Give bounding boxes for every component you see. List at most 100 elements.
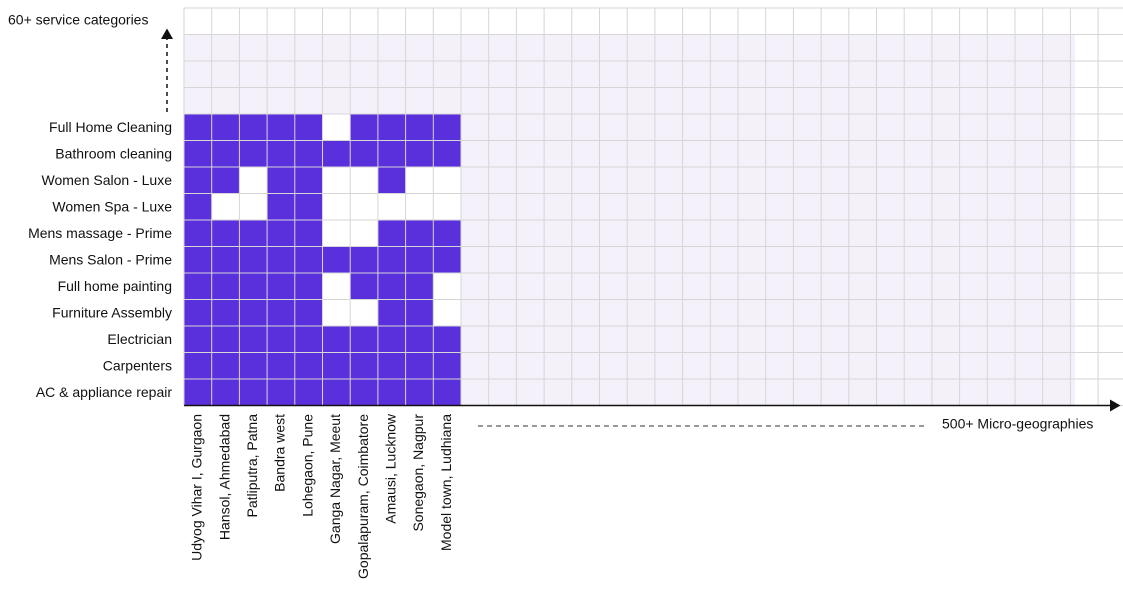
cell <box>294 273 323 300</box>
cell <box>294 167 323 194</box>
x-tick-label: Sonegaon, Nagpur <box>410 414 426 532</box>
y-tick-label: Women Spa - Luxe <box>52 198 172 214</box>
cell <box>267 140 295 167</box>
x-tick-label: Gopalapuram, Coimbatore <box>355 414 371 579</box>
cell <box>377 220 406 247</box>
cell <box>211 299 240 326</box>
cell <box>184 352 212 379</box>
cell <box>350 379 378 406</box>
cell <box>322 193 351 220</box>
cell <box>350 352 378 379</box>
cell <box>405 167 434 194</box>
cell <box>377 352 406 379</box>
cell <box>239 326 268 353</box>
cell <box>322 379 351 406</box>
cell <box>294 220 323 247</box>
cell <box>239 167 268 194</box>
cell <box>322 326 351 353</box>
cell <box>184 140 212 167</box>
cell <box>322 167 351 194</box>
cell <box>239 220 268 247</box>
cell <box>377 114 406 141</box>
cell <box>211 140 240 167</box>
cell <box>267 114 295 141</box>
cell <box>350 326 378 353</box>
x-tick-label: Amausi, Lucknow <box>382 413 398 524</box>
cell <box>294 114 323 141</box>
cell <box>405 299 434 326</box>
y-axis-label: 60+ service categories <box>8 12 148 28</box>
cell <box>405 326 434 353</box>
cell <box>377 379 406 406</box>
cell <box>405 220 434 247</box>
cell <box>267 299 295 326</box>
cell <box>211 167 240 194</box>
cell <box>267 193 295 220</box>
cell <box>294 193 323 220</box>
cell <box>433 299 461 326</box>
cell <box>267 273 295 300</box>
cell <box>211 193 240 220</box>
cell <box>433 273 461 300</box>
cell <box>405 140 434 167</box>
cell <box>184 299 212 326</box>
x-tick-label: Bandra west <box>272 414 288 492</box>
cell <box>377 167 406 194</box>
cell <box>294 326 323 353</box>
cell <box>350 193 378 220</box>
cell <box>322 220 351 247</box>
y-tick-label: Mens Salon - Prime <box>49 251 172 267</box>
y-tick-label: AC & appliance repair <box>36 384 173 400</box>
cell <box>267 352 295 379</box>
x-tick-label: Udyog Vihar I, Gurgaon <box>189 414 205 561</box>
y-tick-label: Full Home Cleaning <box>49 119 172 135</box>
cell <box>184 167 212 194</box>
cell <box>211 246 240 273</box>
cell <box>405 193 434 220</box>
cell <box>405 114 434 141</box>
cell <box>322 246 351 273</box>
cell <box>433 114 461 141</box>
y-tick-label: Bathroom cleaning <box>55 145 172 161</box>
cell <box>377 326 406 353</box>
cell <box>184 379 212 406</box>
cell <box>184 220 212 247</box>
y-tick-label: Carpenters <box>103 357 172 373</box>
cell <box>377 140 406 167</box>
cell <box>322 140 351 167</box>
cell <box>322 273 351 300</box>
cell <box>350 167 378 194</box>
x-tick-label: Ganga Nagar, Meeut <box>327 414 343 544</box>
cell <box>239 273 268 300</box>
y-tick-label: Mens massage - Prime <box>28 225 172 241</box>
cell <box>405 273 434 300</box>
x-tick-label: Lohegaon, Pune <box>299 414 315 517</box>
cell <box>267 167 295 194</box>
cell <box>350 140 378 167</box>
cell <box>211 352 240 379</box>
cell <box>184 326 212 353</box>
cell <box>433 352 461 379</box>
cell <box>239 299 268 326</box>
cell <box>433 246 461 273</box>
cell <box>294 140 323 167</box>
y-tick-label: Full home painting <box>58 278 172 294</box>
cell <box>350 114 378 141</box>
x-tick-label: Patliputra, Patna <box>244 414 260 518</box>
y-tick-label: Electrician <box>107 331 172 347</box>
cell <box>294 379 323 406</box>
cell <box>211 114 240 141</box>
cell <box>433 220 461 247</box>
x-tick-label: Hansol, Ahmedabad <box>216 414 232 540</box>
cell <box>184 193 212 220</box>
cell <box>267 326 295 353</box>
cell <box>377 246 406 273</box>
cell <box>239 140 268 167</box>
cell <box>377 299 406 326</box>
cell <box>350 273 378 300</box>
cell <box>294 246 323 273</box>
cell <box>239 379 268 406</box>
cell <box>267 220 295 247</box>
cell <box>239 193 268 220</box>
cell <box>211 326 240 353</box>
